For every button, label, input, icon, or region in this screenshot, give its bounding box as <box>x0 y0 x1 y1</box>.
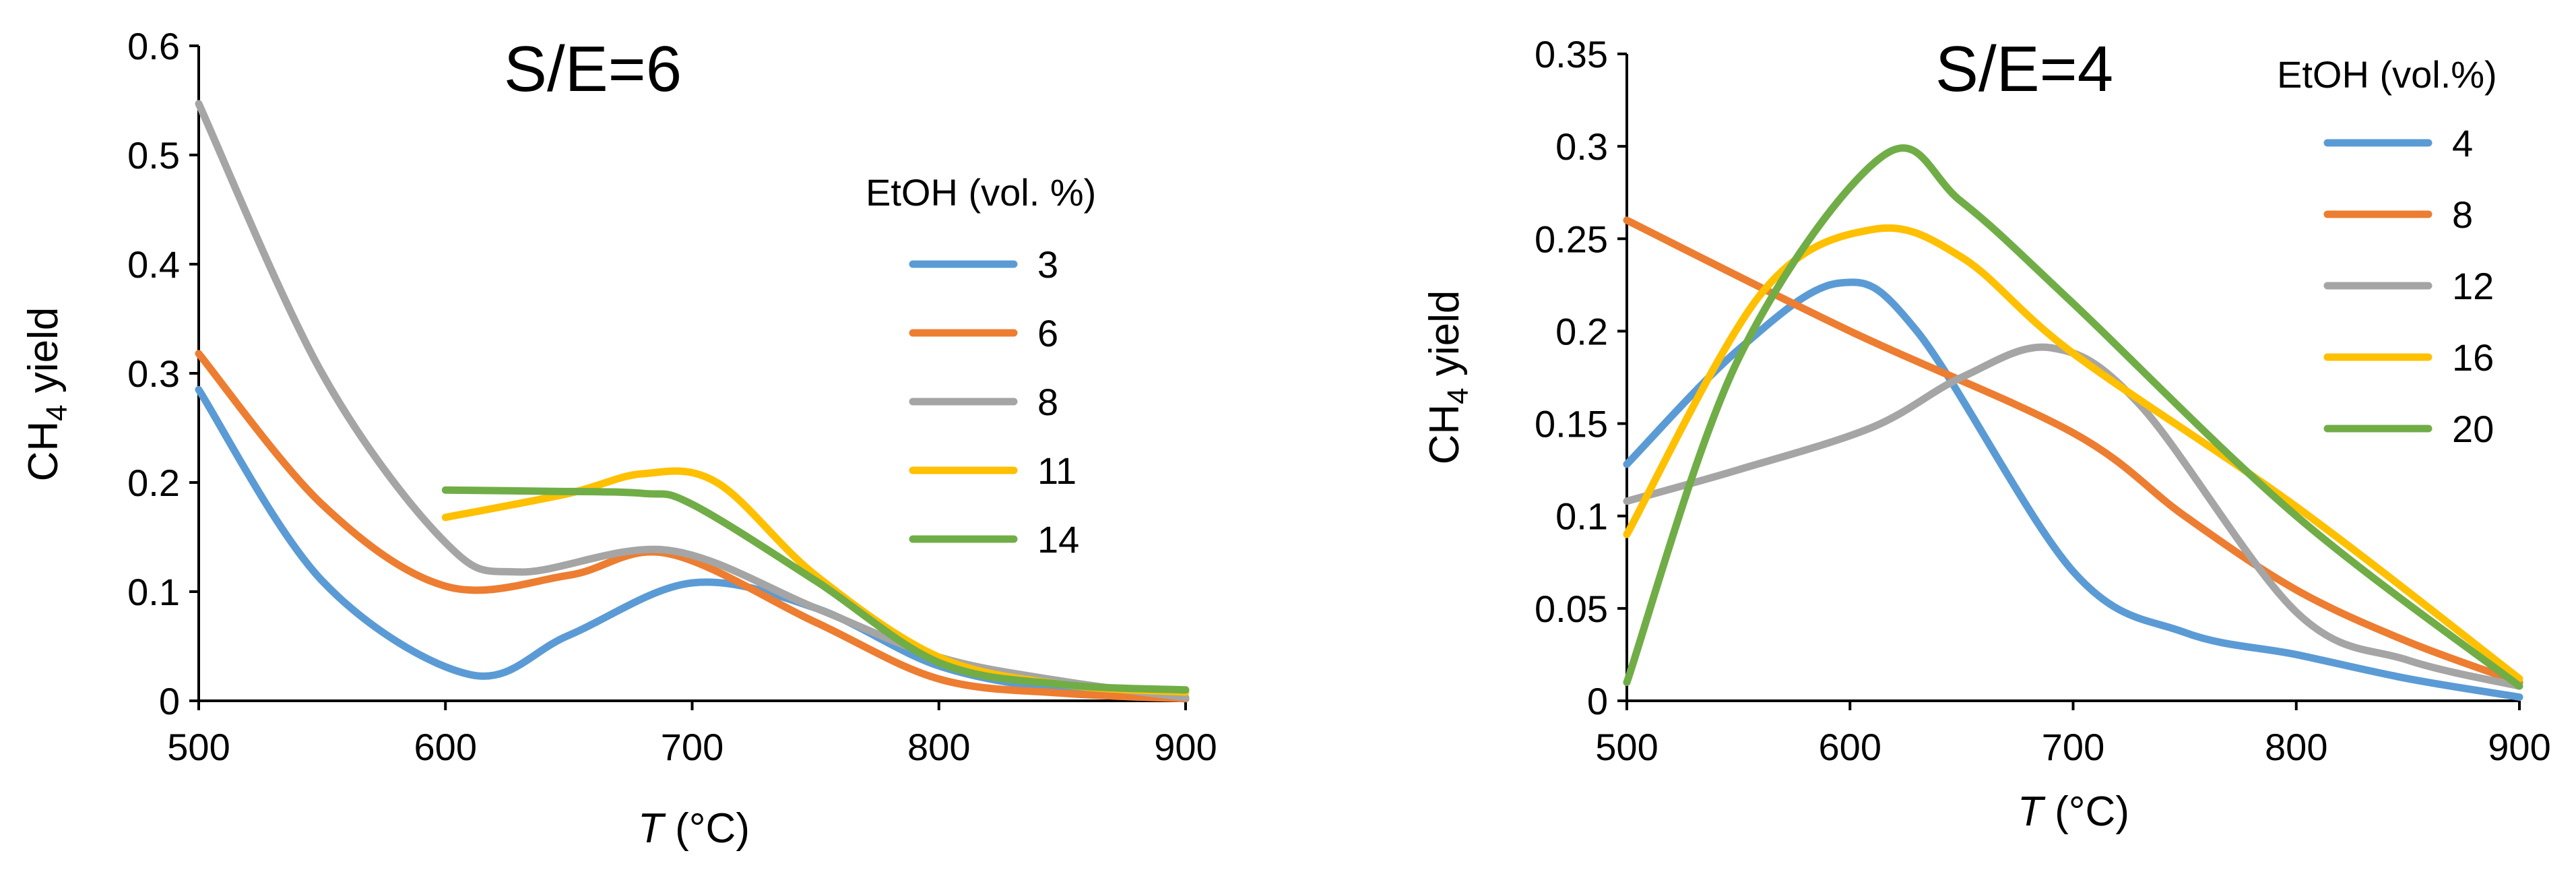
y-tick-label: 0.1 <box>1555 495 1608 538</box>
legend-label-20: 20 <box>2452 408 2494 450</box>
y-tick-label: 0.5 <box>127 134 180 177</box>
series-line-16 <box>1623 224 2523 683</box>
legend-label-14: 14 <box>1037 518 1079 561</box>
y-tick-label: 0.25 <box>1535 218 1608 260</box>
x-axis-label: T (°C) <box>2018 788 2129 835</box>
series-line-14 <box>441 486 1190 694</box>
legend-label-16: 16 <box>2452 336 2494 379</box>
y-tick-label: 0.35 <box>1535 33 1608 75</box>
chart-s-e-4: S/E=4 EtOH (vol.%) CH4 yield T (°C) 0 0.0… <box>1421 33 2551 835</box>
x-tick-label: 500 <box>167 726 230 768</box>
y-tick-label: 0 <box>1587 680 1608 722</box>
x-tick-label: 800 <box>907 726 970 768</box>
y-tick-label: 0.3 <box>127 352 180 395</box>
y-tick-label: 0.2 <box>127 462 180 504</box>
legend-title: EtOH (vol. %) <box>866 171 1096 214</box>
legend-title: EtOH (vol.%) <box>2277 53 2497 96</box>
y-axis-label: CH4 yield <box>20 307 73 482</box>
x-tick-label: 700 <box>2042 726 2104 768</box>
legend-label-8: 8 <box>2452 193 2473 236</box>
x-tick-label: 600 <box>1819 726 1881 768</box>
y-tick-label: 0.15 <box>1535 403 1608 445</box>
y-tick-label: 0.6 <box>127 25 180 67</box>
series-line-20 <box>1623 144 2523 690</box>
x-tick-label: 900 <box>1154 726 1217 768</box>
series-line-8 <box>195 100 1190 701</box>
y-tick-label: 0.05 <box>1535 588 1608 630</box>
x-tick-label: 900 <box>2488 726 2550 768</box>
x-tick-label: 500 <box>1595 726 1658 768</box>
x-tick-label: 600 <box>414 726 477 768</box>
y-tick-label: 0.2 <box>1555 310 1608 352</box>
chart-s-e-6: S/E=6 EtOH (vol. %) CH4 yield T (°C) 0 0.… <box>20 25 1217 852</box>
legend-label-12: 12 <box>2452 265 2494 307</box>
legend-label-4: 4 <box>2452 122 2473 164</box>
legend-label-3: 3 <box>1037 243 1058 286</box>
x-axis-label: T (°C) <box>638 805 750 852</box>
y-tick-label: 0.3 <box>1555 125 1608 168</box>
series-line-4 <box>1623 278 2523 701</box>
legend-label-11: 11 <box>1037 449 1076 492</box>
y-tick-label: 0.1 <box>127 571 180 613</box>
legend-label-8: 8 <box>1037 381 1058 423</box>
series-line-8 <box>1623 216 2523 687</box>
y-tick-label: 0.4 <box>127 243 180 286</box>
x-tick-label: 700 <box>661 726 723 768</box>
legend-label-6: 6 <box>1037 312 1058 354</box>
y-axis-label: CH4 yield <box>1421 290 1475 465</box>
y-tick-label: 0 <box>159 680 180 722</box>
chart-title: S/E=6 <box>504 33 682 105</box>
chart-title: S/E=4 <box>1935 33 2113 105</box>
x-tick-label: 800 <box>2265 726 2327 768</box>
